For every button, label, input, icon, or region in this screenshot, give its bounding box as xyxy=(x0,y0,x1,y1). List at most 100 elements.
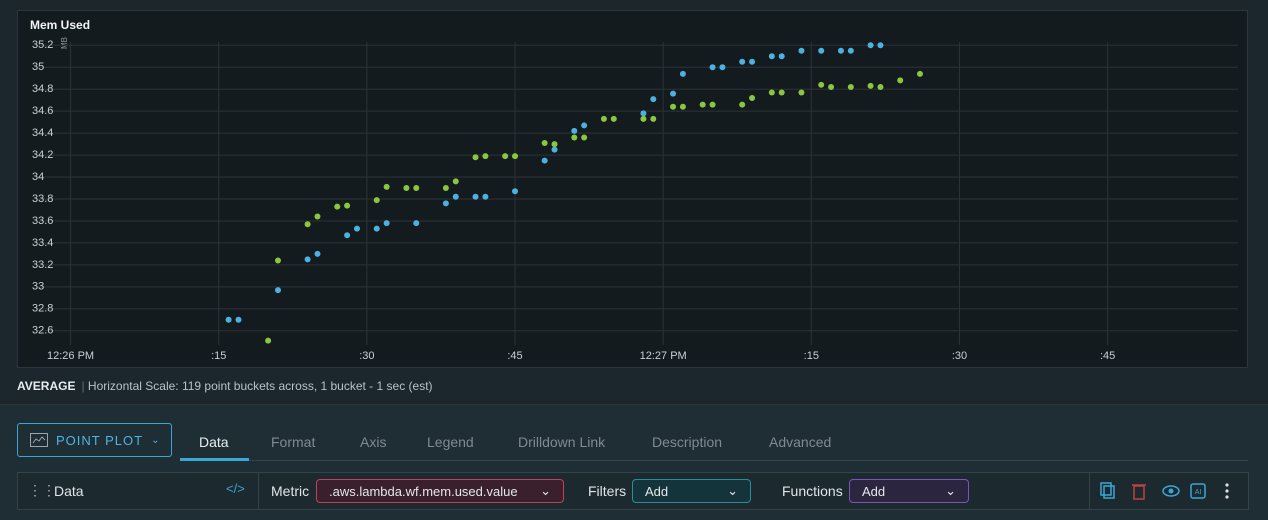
point xyxy=(768,89,775,96)
point xyxy=(225,316,232,323)
more-button[interactable] xyxy=(1225,483,1229,499)
x-tick-label: :45 xyxy=(1100,350,1115,362)
tab[interactable]: Legend xyxy=(427,434,474,450)
point xyxy=(650,115,657,122)
point xyxy=(344,232,351,239)
metric-select[interactable]: .aws.lambda.wf.mem.used.value ⌄ xyxy=(316,479,564,503)
ai-button[interactable]: AI xyxy=(1190,483,1206,499)
point xyxy=(452,193,459,200)
y-tick-label: 32.6 xyxy=(32,325,53,337)
point xyxy=(916,70,923,77)
point xyxy=(670,103,677,110)
tab[interactable]: Data xyxy=(199,434,229,450)
code-toggle[interactable]: </> xyxy=(226,481,245,496)
query-name: Data xyxy=(54,483,84,499)
x-tick-label: :45 xyxy=(507,350,522,362)
point xyxy=(334,203,341,210)
drag-handle[interactable]: ⋮⋮ xyxy=(28,482,56,498)
point xyxy=(274,287,281,294)
point xyxy=(541,157,548,164)
filters-label: Filters xyxy=(588,483,627,499)
x-tick-label: :15 xyxy=(804,350,819,362)
tab[interactable]: Advanced xyxy=(769,434,832,450)
point xyxy=(749,58,756,65)
point xyxy=(610,115,617,122)
aggregation: AVERAGE xyxy=(17,379,76,393)
point xyxy=(403,185,410,192)
point xyxy=(600,115,607,122)
row-actions: AI xyxy=(1100,482,1229,500)
point xyxy=(571,127,578,134)
visibility-button[interactable] xyxy=(1162,485,1180,497)
y-tick-label: 34 xyxy=(32,171,44,183)
point xyxy=(551,146,558,153)
chart-type-button[interactable]: POINT PLOT ⌄ xyxy=(17,423,172,457)
tab-indicator xyxy=(180,458,249,461)
point xyxy=(512,153,519,160)
point xyxy=(778,89,785,96)
point xyxy=(472,154,479,161)
point xyxy=(877,42,884,49)
metric-label: Metric xyxy=(271,483,310,499)
point xyxy=(798,47,805,54)
point xyxy=(373,197,380,204)
point xyxy=(442,185,449,192)
point xyxy=(512,188,519,195)
point xyxy=(472,193,479,200)
point xyxy=(778,53,785,60)
point xyxy=(867,42,874,49)
point xyxy=(640,110,647,117)
chevron: ⌄ xyxy=(945,483,956,498)
point xyxy=(551,141,558,148)
point xyxy=(877,84,884,91)
point xyxy=(709,101,716,108)
point xyxy=(413,185,420,192)
filters-select[interactable]: Add ⌄ xyxy=(632,479,751,503)
separator: | xyxy=(81,379,85,393)
point xyxy=(344,202,351,209)
scale-info: Horizontal Scale: 119 point buckets acro… xyxy=(87,379,433,393)
point xyxy=(867,82,874,89)
x-tick-label: 12:26 PM xyxy=(47,350,94,362)
point xyxy=(353,225,360,232)
point xyxy=(828,84,835,91)
point xyxy=(798,89,805,96)
point xyxy=(373,225,380,232)
copy-button[interactable] xyxy=(1100,482,1115,499)
point xyxy=(818,47,825,54)
point xyxy=(502,153,509,160)
functions-select[interactable]: Add ⌄ xyxy=(849,479,969,503)
svg-text:AI: AI xyxy=(1195,489,1202,496)
tab[interactable]: Axis xyxy=(360,434,387,450)
y-axis-unit: MB xyxy=(60,37,69,49)
tab[interactable]: Description xyxy=(652,434,723,450)
y-tick-label: 33.8 xyxy=(32,193,53,205)
point xyxy=(739,58,746,65)
point xyxy=(679,70,686,77)
point xyxy=(541,140,548,146)
point xyxy=(719,64,726,71)
point xyxy=(581,122,588,129)
y-tick-label: 32.8 xyxy=(32,303,53,315)
y-tick-label: 33 xyxy=(32,281,44,293)
point xyxy=(670,90,677,97)
point xyxy=(383,183,390,190)
point xyxy=(847,84,854,91)
point xyxy=(442,200,449,207)
point xyxy=(482,153,489,160)
summary: AVERAGE | Horizontal Scale: 119 point buc… xyxy=(17,379,433,393)
y-tick-label: 33.2 xyxy=(32,259,53,271)
metric: .aws.lambda.wf.mem.used.value xyxy=(329,483,518,499)
y-tick-label: 33.4 xyxy=(32,237,53,249)
tab[interactable]: Drilldown Link xyxy=(518,434,606,450)
tab[interactable]: Format xyxy=(271,434,316,450)
tab-divider xyxy=(180,460,1248,461)
chevron: ⌄ xyxy=(540,483,551,498)
delete-button[interactable] xyxy=(1132,484,1146,500)
x-tick-label: :30 xyxy=(359,350,374,362)
point xyxy=(749,94,756,101)
chevron: ⌄ xyxy=(727,483,738,498)
chevron: ⌄ xyxy=(151,434,161,446)
y-tick-label: 34.8 xyxy=(32,83,53,95)
point xyxy=(235,316,242,323)
